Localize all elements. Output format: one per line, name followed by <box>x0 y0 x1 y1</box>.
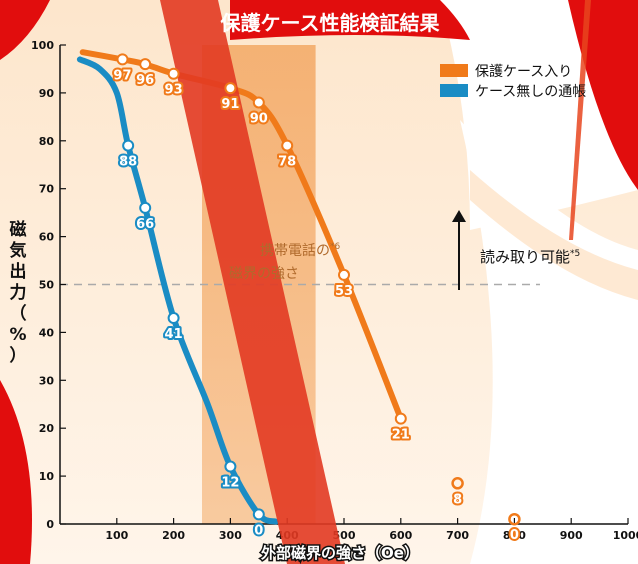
data-label-protected: 8 <box>453 492 462 507</box>
band-label: 携帯電話の*6 <box>260 242 341 259</box>
x-tick-label: 100 <box>105 529 128 542</box>
y-tick-label: 100 <box>31 39 54 52</box>
data-label-protected: 78 <box>278 155 296 170</box>
y-tick-label: 0 <box>46 518 54 531</box>
data-point-protected <box>394 412 407 425</box>
data-point-unprotected <box>252 508 265 521</box>
data-label-protected: 97 <box>113 68 131 83</box>
data-point-protected <box>116 53 129 66</box>
x-tick-label: 900 <box>560 529 583 542</box>
y-tick-label: 30 <box>39 374 55 387</box>
legend: 保護ケース入り ケース無しの通帳 <box>440 64 586 100</box>
legend-swatch-unprotected <box>440 84 468 97</box>
readable-label: 読み取り可能*5 <box>480 248 580 266</box>
data-point-protected <box>338 268 350 281</box>
data-label-protected: 21 <box>392 428 410 443</box>
readable-annotation: 読み取り可能*5 <box>452 210 580 290</box>
data-label-protected: 0 <box>510 528 519 543</box>
x-tick-label: 200 <box>162 529 185 542</box>
data-point-protected <box>139 58 152 71</box>
data-point-unprotected <box>122 139 135 152</box>
y-tick-label: 90 <box>39 87 55 100</box>
decorative-stripe <box>160 0 345 564</box>
y-tick-label: 10 <box>39 470 55 483</box>
x-tick-label: 300 <box>219 529 242 542</box>
data-label-protected: 93 <box>165 83 183 98</box>
y-tick-label: 70 <box>39 183 55 196</box>
data-label-unprotected: 0 <box>254 523 263 538</box>
chart-title: 保護ケース性能検証結果 <box>220 11 440 35</box>
data-label-protected: 91 <box>221 97 239 112</box>
x-tick-label: 1000 <box>613 529 638 542</box>
data-label-protected: 90 <box>250 111 268 126</box>
data-point-unprotected <box>139 201 152 214</box>
legend-label-protected: 保護ケース入り <box>475 64 572 80</box>
data-point-protected <box>167 67 180 80</box>
data-point-protected <box>252 96 265 109</box>
legend-swatch-protected <box>440 64 468 77</box>
y-tick-label: 40 <box>39 326 55 339</box>
data-label-unprotected: 66 <box>136 217 154 232</box>
data-label-unprotected: 41 <box>165 327 183 342</box>
series-line-unprotected <box>76 56 279 525</box>
x-tick-label: 700 <box>446 529 469 542</box>
x-tick-label: 600 <box>389 529 412 542</box>
band-label-line2: 磁界の強さ <box>229 266 299 282</box>
y-tick-label: 80 <box>39 135 55 148</box>
y-tick-label: 60 <box>39 231 55 244</box>
data-label-protected: 53 <box>335 284 353 299</box>
data-label-protected: 96 <box>136 73 154 88</box>
legend-label-unprotected: ケース無しの通帳 <box>475 84 586 100</box>
detached-point-protected <box>508 512 521 526</box>
data-point-unprotected <box>224 460 237 473</box>
data-point-unprotected <box>167 312 180 325</box>
y-axis-label: 磁気出力（%） <box>9 219 27 366</box>
data-point-protected <box>224 82 237 95</box>
arrow-head-icon <box>452 210 466 222</box>
data-label-unprotected: 88 <box>119 155 137 170</box>
x-tick-label: 800 <box>503 529 526 542</box>
data-point-protected <box>281 139 294 152</box>
y-tick-label: 20 <box>39 422 55 435</box>
detached-point-protected <box>451 477 464 490</box>
y-tick-label: 50 <box>39 279 55 292</box>
data-label-unprotected: 12 <box>221 476 239 491</box>
x-axis-label: 外部磁界の強さ（Oe） <box>260 544 419 562</box>
